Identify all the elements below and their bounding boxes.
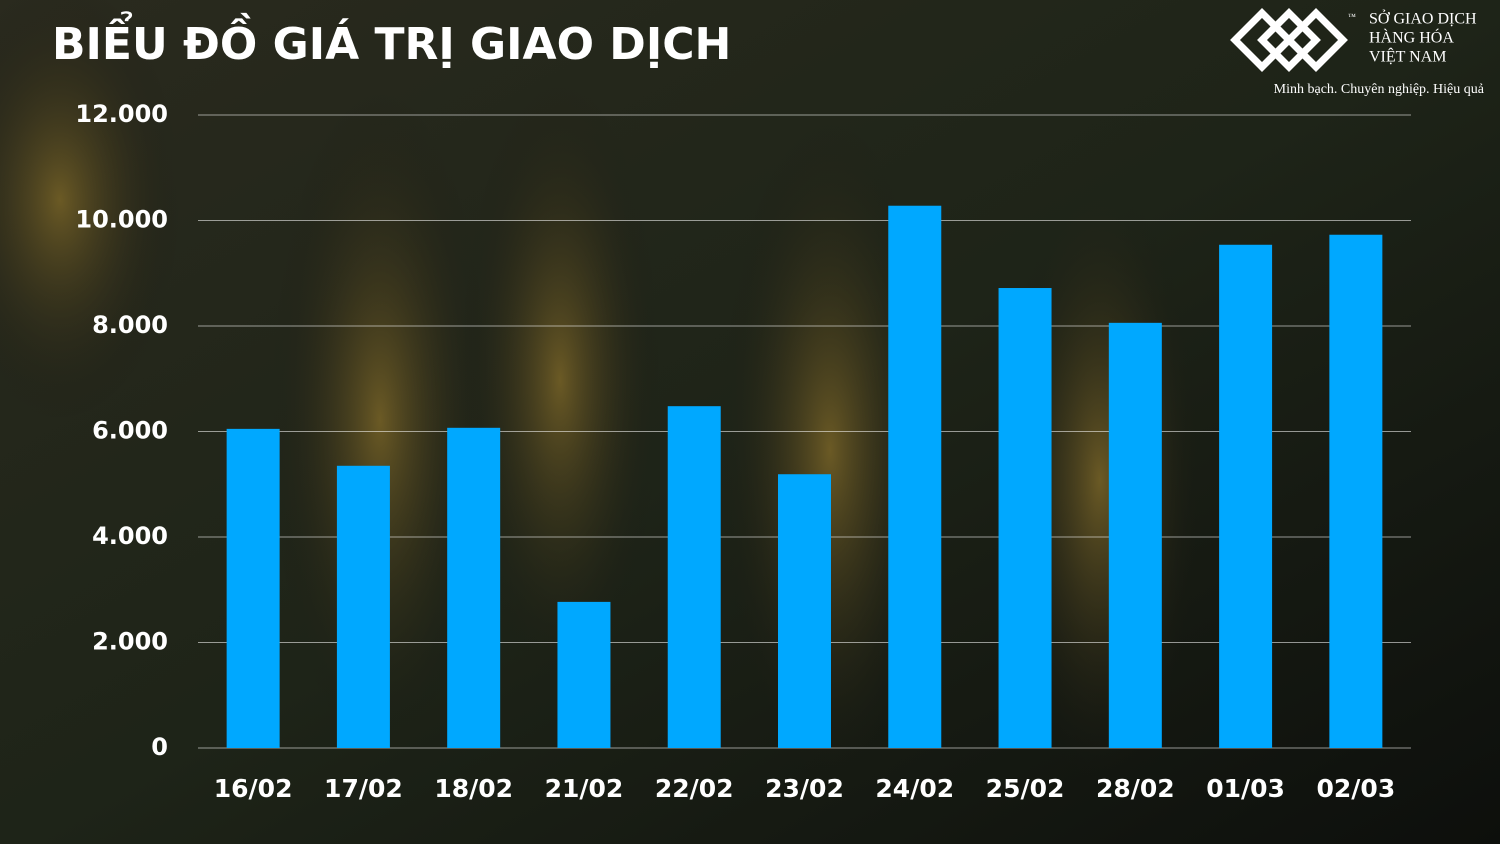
y-tick-label: 0 (151, 733, 168, 761)
y-tick-label: 12.000 (75, 100, 168, 128)
bar (667, 406, 721, 748)
logo: ™ SỞ GIAO DỊCH HÀNG HÓA VIỆT NAM Minh bạ… (1230, 8, 1485, 97)
logo-slogan: Minh bạch. Chuyên nghiệp. Hiệu quả (1274, 82, 1485, 97)
y-tick-label: 10.000 (75, 206, 168, 234)
bar (447, 427, 501, 748)
x-tick-label: 22/02 (655, 774, 734, 803)
bar (998, 288, 1052, 748)
logo-mark (1230, 8, 1348, 72)
bar (1108, 322, 1162, 748)
y-tick-label: 6.000 (92, 417, 168, 445)
x-tick-label: 23/02 (765, 774, 844, 803)
logo-text: SỞ GIAO DỊCH (1369, 9, 1477, 28)
bar (888, 205, 942, 749)
y-tick-label: 8.000 (92, 311, 168, 339)
logo-trademark: ™ (1348, 12, 1356, 21)
x-tick-label: 01/03 (1206, 774, 1285, 803)
x-tick-label: 24/02 (875, 774, 954, 803)
x-tick-label: 18/02 (434, 774, 513, 803)
bar (1329, 234, 1383, 748)
chart-title: BIỂU ĐỒ GIÁ TRỊ GIAO DỊCH (52, 10, 731, 70)
y-tick-label: 2.000 (92, 628, 168, 656)
bar (778, 474, 831, 748)
x-tick-label: 21/02 (545, 774, 624, 803)
bar (557, 601, 611, 748)
x-tick-label: 02/03 (1317, 774, 1396, 803)
bar (1219, 244, 1273, 748)
bar (226, 428, 280, 748)
x-tick-label: 25/02 (986, 774, 1065, 803)
x-tick-label: 16/02 (214, 774, 293, 803)
logo-text: VIỆT NAM (1369, 47, 1446, 66)
y-tick-label: 4.000 (92, 522, 168, 550)
x-tick-label: 28/02 (1096, 774, 1175, 803)
logo-text: HÀNG HÓA (1369, 28, 1454, 47)
x-tick-label: 17/02 (324, 774, 403, 803)
bar (336, 465, 390, 748)
